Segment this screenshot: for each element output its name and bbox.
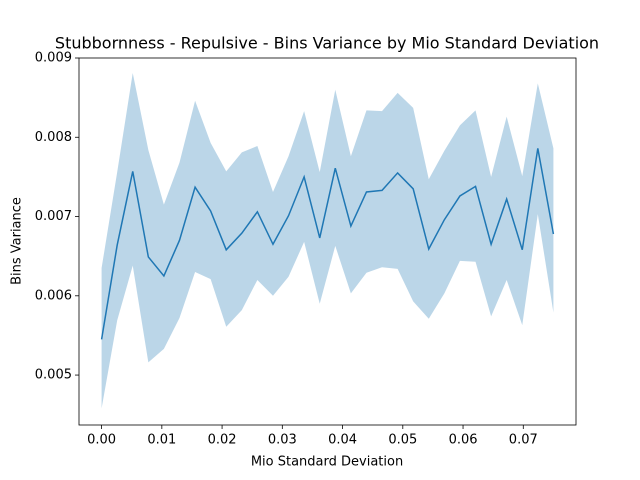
confidence-band	[101, 73, 554, 409]
x-axis-label: Mio Standard Deviation	[251, 455, 403, 470]
y-tick-label: 0.007	[35, 209, 72, 224]
y-tick-label: 0.009	[35, 51, 72, 66]
x-tick-label: 0.02	[208, 433, 237, 448]
x-tick-label: 0.06	[449, 433, 478, 448]
x-tick-label: 0.04	[328, 433, 357, 448]
line	[100, 148, 555, 340]
x-tick-label: 0.00	[87, 433, 116, 448]
y-axis-label: Bins Variance	[10, 197, 25, 285]
x-tick-label: 0.03	[268, 433, 297, 448]
y-tick-label: 0.005	[35, 368, 72, 383]
x-tick-label: 0.01	[147, 433, 176, 448]
x-tick-label: 0.07	[509, 433, 538, 448]
y-tick-label: 0.006	[35, 288, 72, 303]
plot-frame	[78, 57, 577, 426]
x-tick-label: 0.05	[388, 433, 417, 448]
y-tick-label: 0.008	[35, 130, 72, 145]
chart-title: Stubbornness - Repulsive - Bins Variance…	[55, 34, 599, 53]
